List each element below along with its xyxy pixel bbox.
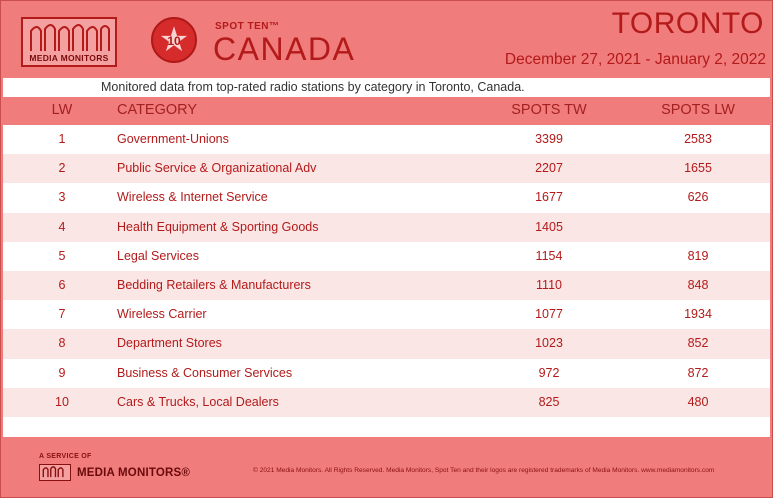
cell-category: Health Equipment & Sporting Goods bbox=[117, 219, 319, 234]
cell-spots-lw: 1655 bbox=[684, 161, 712, 176]
cell-spots-tw: 1677 bbox=[535, 190, 563, 205]
cell-spots-tw: 3399 bbox=[535, 132, 563, 146]
cell-category: Bedding Retailers & Manufacturers bbox=[117, 277, 311, 292]
badge-number: 10 bbox=[167, 34, 181, 48]
city-title: TORONTO bbox=[611, 7, 764, 40]
cell-lw: 8 bbox=[58, 336, 66, 351]
cell-category: Government-Unions bbox=[117, 132, 229, 146]
cell-lw: 7 bbox=[58, 307, 66, 322]
cell-spots-lw: 848 bbox=[687, 277, 709, 292]
spot-ten-badge: ★ 10 bbox=[151, 17, 197, 63]
cell-category: Wireless & Internet Service bbox=[117, 190, 268, 205]
cell-category: Wireless Carrier bbox=[117, 307, 207, 322]
service-label: A SERVICE OF bbox=[39, 453, 92, 460]
table-row: 7 Wireless Carrier 1077 1934 bbox=[3, 300, 770, 330]
footer-logo-icon bbox=[39, 464, 71, 481]
cell-spots-lw: 480 bbox=[687, 394, 709, 409]
cell-category: Business & Consumer Services bbox=[117, 365, 293, 380]
table-row: 8 Department Stores 1023 852 bbox=[3, 329, 770, 359]
table-row: 3 Wireless & Internet Service 1677 626 bbox=[3, 183, 770, 213]
cell-category: Cars & Trucks, Local Dealers bbox=[117, 394, 279, 409]
cell-spots-tw: 1023 bbox=[535, 336, 563, 351]
table-row: 1 Government-Unions 3399 2583 bbox=[3, 125, 770, 155]
cell-category: Legal Services bbox=[117, 248, 199, 263]
cell-lw: 5 bbox=[58, 248, 66, 263]
cell-spots-tw: 1110 bbox=[536, 277, 562, 292]
table-row: 10 Cars & Trucks, Local Dealers 825 480 bbox=[3, 387, 770, 417]
column-header-lw: LW bbox=[51, 102, 73, 118]
table-row: 5 Legal Services 1154 819 bbox=[3, 241, 770, 271]
table-row: 2 Public Service & Organizational Adv 22… bbox=[3, 154, 770, 184]
cell-lw: 1 bbox=[58, 132, 66, 146]
spot-ten-label: SPOT TEN™ bbox=[215, 21, 280, 32]
star-icon: ★ bbox=[158, 21, 190, 59]
column-header-category: CATEGORY bbox=[117, 102, 198, 118]
cell-spots-tw: 1077 bbox=[535, 307, 563, 322]
cell-spots-tw: 825 bbox=[538, 394, 560, 409]
media-monitors-logo: MEDIA MONITORS bbox=[21, 17, 117, 67]
cell-spots-lw: 2583 bbox=[684, 132, 712, 146]
cell-lw: 2 bbox=[58, 161, 66, 176]
table-row: 9 Business & Consumer Services 972 872 bbox=[3, 358, 770, 388]
cell-lw: 6 bbox=[58, 277, 66, 292]
cell-spots-lw: 872 bbox=[687, 365, 709, 380]
cell-spots-tw: 1154 bbox=[535, 248, 563, 263]
table-row: 4 Health Equipment & Sporting Goods 1405 bbox=[3, 212, 770, 242]
cell-spots-lw: 819 bbox=[687, 248, 709, 263]
country-title: CANADA bbox=[213, 31, 356, 67]
cell-lw: 10 bbox=[55, 394, 69, 409]
cell-category: Public Service & Organizational Adv bbox=[117, 161, 317, 176]
waveform-icon bbox=[30, 24, 110, 51]
cell-spots-tw: 1405 bbox=[535, 219, 563, 234]
footer-brand: MEDIA MONITORS® bbox=[77, 467, 191, 479]
subtitle-text: Monitored data from top-rated radio stat… bbox=[101, 80, 525, 94]
cell-spots-lw: 626 bbox=[687, 190, 709, 205]
logo-text: MEDIA MONITORS bbox=[29, 53, 109, 63]
cell-lw: 9 bbox=[58, 365, 66, 380]
cell-spots-lw: 852 bbox=[687, 336, 709, 351]
date-range: December 27, 2021 - January 2, 2022 bbox=[504, 51, 766, 68]
table-header: LW CATEGORY SPOTS TW SPOTS LW bbox=[3, 98, 770, 124]
table-row: 6 Bedding Retailers & Manufacturers 1110… bbox=[3, 270, 770, 301]
cell-spots-lw: 1934 bbox=[684, 307, 712, 322]
subtitle-bar: Monitored data from top-rated radio stat… bbox=[3, 78, 770, 97]
cell-lw: 3 bbox=[58, 190, 66, 205]
table-spacer bbox=[3, 417, 770, 437]
cell-lw: 4 bbox=[58, 219, 66, 234]
table-body: 1 Government-Unions 3399 2583 2 Public S… bbox=[3, 125, 770, 417]
column-header-spots-lw: SPOTS LW bbox=[661, 102, 735, 118]
cell-spots-tw: 972 bbox=[538, 365, 560, 380]
column-header-spots-tw: SPOTS TW bbox=[511, 102, 587, 118]
cell-category: Department Stores bbox=[117, 336, 222, 351]
cell-spots-tw: 2207 bbox=[535, 161, 563, 176]
copyright-text: © 2021 Media Monitors. All Rights Reserv… bbox=[253, 467, 715, 474]
